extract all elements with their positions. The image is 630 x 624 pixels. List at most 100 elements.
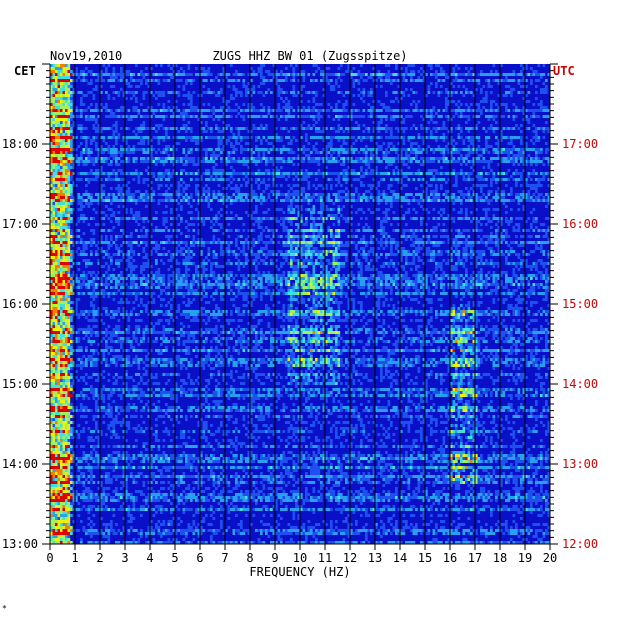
heatmap-cell: [452, 148, 456, 151]
heatmap-cell: [425, 235, 428, 238]
heatmap-cell: [72, 163, 76, 166]
heatmap-cell: [435, 157, 438, 160]
heatmap-cell: [220, 199, 223, 202]
heatmap-cell: [162, 94, 166, 97]
heatmap-cell: [495, 190, 498, 193]
heatmap-cell: [95, 211, 98, 214]
heatmap-cell: [342, 196, 346, 199]
heatmap-cell: [227, 151, 231, 154]
heatmap-cell: [352, 103, 356, 106]
heatmap-cell: [337, 76, 341, 79]
heatmap-cell: [95, 160, 98, 163]
heatmap-cell: [65, 220, 68, 223]
heatmap-cell: [182, 190, 186, 193]
heatmap-cell: [357, 124, 361, 127]
heatmap-cell: [390, 163, 393, 166]
heatmap-cell: [340, 157, 343, 160]
heatmap-cell: [525, 115, 528, 118]
heatmap-cell: [377, 208, 381, 211]
heatmap-cell: [500, 196, 503, 199]
heatmap-cell: [385, 154, 388, 157]
heatmap-cell: [400, 235, 403, 238]
heatmap-cell: [412, 91, 416, 94]
heatmap-cell: [462, 139, 466, 142]
heatmap-cell: [112, 76, 116, 79]
heatmap-cell: [292, 115, 296, 118]
heatmap-cell: [312, 184, 316, 187]
heatmap-cell: [260, 157, 263, 160]
heatmap-cell: [115, 91, 118, 94]
heatmap-cell: [270, 172, 273, 175]
heatmap-cell: [60, 94, 63, 97]
heatmap-cell: [60, 73, 63, 76]
heatmap-cell: [227, 124, 231, 127]
heatmap-cell: [310, 235, 313, 238]
heatmap-cell: [260, 142, 263, 145]
heatmap-cell: [512, 127, 516, 130]
heatmap-cell: [312, 97, 316, 100]
heatmap-cell: [405, 229, 408, 232]
heatmap-cell: [320, 157, 323, 160]
heatmap-cell: [372, 211, 376, 214]
heatmap-cell: [345, 127, 348, 130]
heatmap-cell: [197, 190, 201, 193]
heatmap-cell: [170, 196, 173, 199]
heatmap-cell: [400, 91, 403, 94]
heatmap-cell: [377, 199, 381, 202]
heatmap-cell: [357, 199, 361, 202]
heatmap-cell: [500, 223, 503, 226]
heatmap-cell: [332, 208, 336, 211]
heatmap-cell: [325, 205, 328, 208]
heatmap-cell: [347, 193, 351, 196]
heatmap-cell: [377, 202, 381, 205]
heatmap-cell: [475, 160, 478, 163]
heatmap-cell: [365, 148, 368, 151]
heatmap-cell: [342, 190, 346, 193]
heatmap-cell: [145, 115, 148, 118]
heatmap-cell: [287, 106, 291, 109]
heatmap-cell: [490, 190, 493, 193]
heatmap-cell: [472, 163, 476, 166]
heatmap-cell: [350, 169, 353, 172]
heatmap-cell: [412, 151, 416, 154]
heatmap-cell: [122, 91, 126, 94]
heatmap-cell: [55, 184, 58, 187]
heatmap-cell: [490, 85, 493, 88]
heatmap-cell: [55, 178, 58, 181]
heatmap-cell: [97, 172, 101, 175]
heatmap-cell: [55, 205, 58, 208]
heatmap-cell: [75, 184, 78, 187]
heatmap-cell: [240, 217, 243, 220]
heatmap-cell: [100, 241, 103, 244]
heatmap-cell: [132, 214, 136, 217]
heatmap-cell: [65, 202, 68, 205]
heatmap-cell: [205, 70, 208, 73]
heatmap-cell: [77, 109, 81, 112]
heatmap-cell: [60, 64, 63, 67]
heatmap-cell: [55, 79, 58, 82]
heatmap-cell: [402, 232, 406, 235]
heatmap-cell: [522, 67, 526, 70]
heatmap-cell: [477, 157, 481, 160]
heatmap-cell: [380, 223, 383, 226]
heatmap-cell: [335, 103, 338, 106]
heatmap-cell: [62, 136, 66, 139]
heatmap-cell: [182, 181, 186, 184]
heatmap-cell: [280, 166, 283, 169]
heatmap-cell: [390, 79, 393, 82]
heatmap-cell: [237, 112, 241, 115]
heatmap-cell: [320, 211, 323, 214]
heatmap-cell: [185, 187, 188, 190]
heatmap-cell: [497, 208, 501, 211]
heatmap-cell: [485, 178, 488, 181]
heatmap-cell: [280, 148, 283, 151]
heatmap-cell: [60, 208, 63, 211]
heatmap-cell: [370, 238, 373, 241]
heatmap-cell: [497, 109, 501, 112]
heatmap-cell: [122, 136, 126, 139]
heatmap-cell: [240, 145, 243, 148]
heatmap-cell: [280, 115, 283, 118]
heatmap-cell: [537, 235, 541, 238]
heatmap-cell: [417, 172, 421, 175]
heatmap-cell: [255, 193, 258, 196]
